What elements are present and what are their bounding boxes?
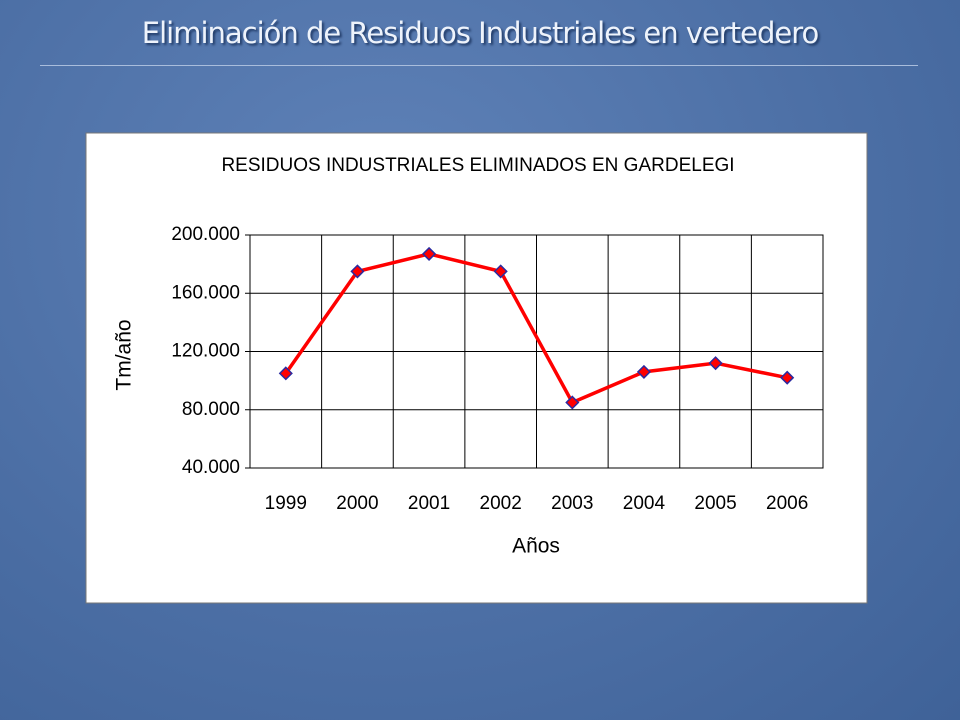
x-tick-label: 2001 <box>408 493 450 514</box>
y-tick-label: 80.000 <box>182 399 240 420</box>
chart-title: RESIDUOS INDUSTRIALES ELIMINADOS EN GARD… <box>221 155 734 176</box>
x-tick-label: 2000 <box>336 493 378 514</box>
marker <box>636 364 651 379</box>
marker <box>493 264 508 279</box>
marker <box>350 264 365 279</box>
marker <box>708 356 723 371</box>
y-tick-label: 120.000 <box>171 341 240 362</box>
chart-area <box>85 132 868 604</box>
y-tick-label: 160.000 <box>171 282 240 303</box>
title-rule <box>40 65 918 66</box>
x-tick-label: 2004 <box>623 493 666 514</box>
marker <box>565 395 580 410</box>
y-axis-label: Tm/año <box>113 319 136 390</box>
marker <box>422 246 437 261</box>
slide-title: Eliminación de Residuos Industriales en … <box>141 16 819 50</box>
y-tick-label: 200.000 <box>171 224 240 245</box>
x-tick-label: 1999 <box>265 493 307 514</box>
marker <box>278 366 293 381</box>
plot-frame <box>249 234 824 469</box>
x-tick-label: 2003 <box>551 493 593 514</box>
x-tick-label: 2002 <box>480 493 522 514</box>
line <box>284 252 788 405</box>
marker <box>780 370 795 385</box>
x-axis-label: Años <box>512 535 560 558</box>
x-tick-label: 2005 <box>694 493 736 514</box>
x-tick-label: 2006 <box>766 493 808 514</box>
y-tick-label: 40.000 <box>182 457 240 478</box>
